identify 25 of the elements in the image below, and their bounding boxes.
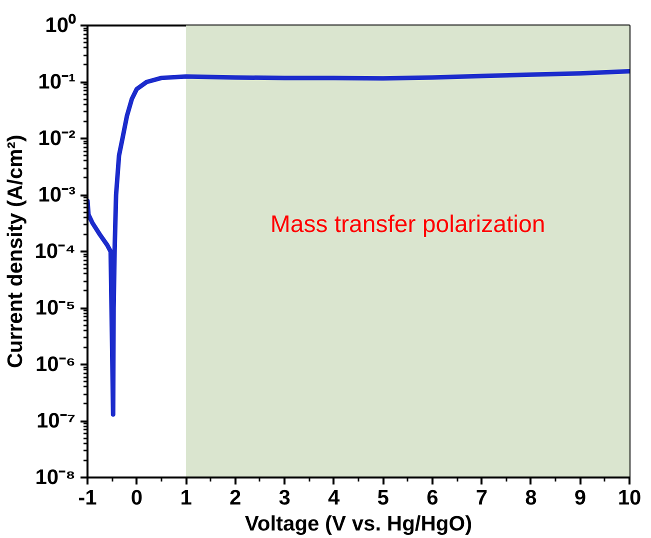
y-tick-label: 10⁻²: [38, 127, 76, 150]
x-tick-label: 4: [328, 486, 340, 510]
y-tick-label: 10⁻⁷: [36, 410, 76, 432]
y-tick-label: 10⁻⁴: [34, 240, 76, 263]
x-tick-label: 2: [229, 486, 242, 510]
x-tick-label: 8: [525, 486, 538, 510]
x-tick-label: 9: [574, 486, 586, 510]
x-axis-title: Voltage (V vs. Hg/HgO): [244, 512, 472, 536]
y-tick-label: 10⁻⁸: [35, 466, 76, 489]
x-tick-label: 1: [180, 486, 192, 510]
x-tick-label: 3: [278, 486, 290, 510]
y-tick-label: 10⁻¹: [38, 70, 76, 94]
x-tick-label: 5: [377, 486, 390, 510]
y-axis-title: Current density (A/cm²): [4, 134, 27, 368]
x-tick-label: 0: [130, 486, 143, 510]
y-tick-label: 10⁻⁶: [35, 353, 76, 376]
line-series: [88, 68, 630, 417]
y-tick-label: 10⁻³: [38, 184, 76, 206]
x-tick-label: 10: [618, 486, 642, 510]
x-tick-label: -1: [78, 486, 98, 510]
band-label: Mass transfer polarization: [270, 210, 546, 238]
y-tick-label: 10⁻⁵: [35, 296, 76, 320]
x-tick-label: 7: [476, 486, 488, 510]
x-tick-label: 6: [426, 486, 438, 510]
y-tick-label: 10⁰: [45, 13, 76, 37]
